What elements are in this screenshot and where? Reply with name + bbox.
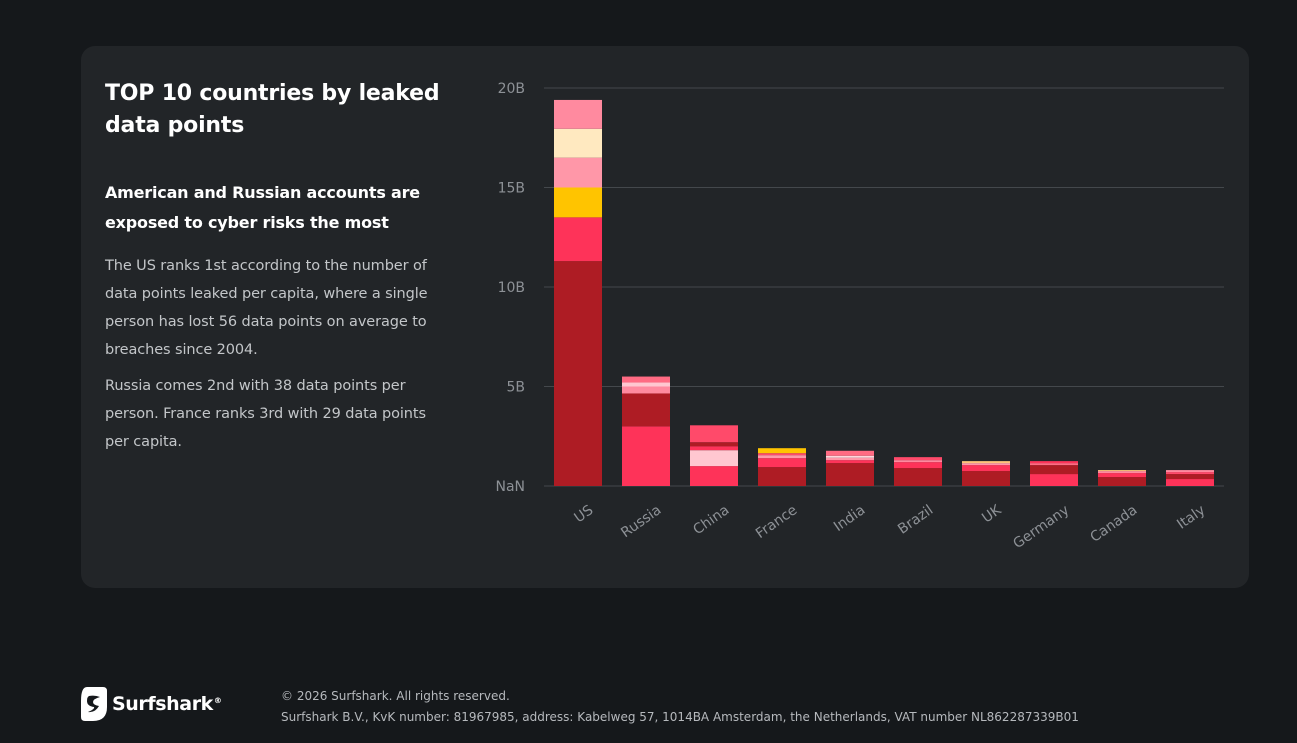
company-info-text: Surfshark B.V., KvK number: 81967985, ad…: [281, 710, 1079, 724]
x-tick-label-china: China: [690, 502, 732, 538]
bar-canada[interactable]: [1098, 470, 1146, 486]
bar-segment-uk-0[interactable]: [962, 471, 1010, 486]
bar-segment-france-4[interactable]: [758, 448, 806, 454]
bar-segment-uk-3[interactable]: [962, 461, 1010, 464]
y-tick-label-0: NaN: [495, 479, 525, 495]
chart-text-column: TOP 10 countries by leaked data points A…: [105, 78, 450, 456]
bar-segment-us-1[interactable]: [554, 217, 602, 262]
bar-segment-brazil-0[interactable]: [894, 468, 942, 486]
bar-segment-india-2[interactable]: [826, 457, 874, 461]
bar-segment-uk-1[interactable]: [962, 465, 1010, 472]
bar-china[interactable]: [690, 425, 738, 486]
bar-segment-russia-3[interactable]: [622, 382, 670, 387]
bar-segment-us-3[interactable]: [554, 157, 602, 188]
bar-segment-brazil-3[interactable]: [894, 457, 942, 461]
bar-us[interactable]: [554, 99, 602, 486]
bar-segment-russia-1[interactable]: [622, 393, 670, 427]
bar-segment-germany-2[interactable]: [1030, 463, 1078, 466]
bar-segment-canada-3[interactable]: [1098, 470, 1146, 472]
bar-segment-canada-0[interactable]: [1098, 477, 1146, 486]
bar-segment-canada-1[interactable]: [1098, 473, 1146, 478]
description-paragraph-1: The US ranks 1st according to the number…: [105, 258, 428, 358]
bar-russia[interactable]: [622, 376, 670, 486]
bar-segment-italy-2[interactable]: [1166, 472, 1214, 475]
bar-segment-brazil-1[interactable]: [894, 462, 942, 469]
x-tick-label-germany: Germany: [1010, 502, 1072, 552]
bar-segment-france-3[interactable]: [758, 453, 806, 456]
bar-segment-canada-2[interactable]: [1098, 471, 1146, 474]
surfshark-logo[interactable]: Surfshark®: [81, 687, 222, 721]
bar-segment-germany-0[interactable]: [1030, 474, 1078, 486]
bar-segment-india-4[interactable]: [826, 450, 874, 456]
x-tick-label-uk: UK: [979, 502, 1005, 527]
bar-segment-russia-4[interactable]: [622, 376, 670, 383]
y-tick-label-4: 20B: [498, 81, 525, 97]
x-tick-label-brazil: Brazil: [895, 502, 936, 538]
registered-mark: ®: [213, 695, 222, 705]
bar-segment-china-3[interactable]: [690, 442, 738, 447]
bar-segment-russia-0[interactable]: [622, 426, 670, 486]
bar-segment-uk-2[interactable]: [962, 463, 1010, 466]
bar-brazil[interactable]: [894, 457, 942, 486]
copyright-text: © 2026 Surfshark. All rights reserved.: [281, 689, 510, 703]
bar-segment-us-5[interactable]: [554, 99, 602, 129]
chart-card: TOP 10 countries by leaked data points A…: [81, 46, 1249, 588]
bar-segment-china-2[interactable]: [690, 446, 738, 451]
chart-subtitle: American and Russian accounts are expose…: [105, 183, 420, 232]
bar-segment-china-1[interactable]: [690, 450, 738, 467]
surfshark-shark-icon: [81, 687, 107, 721]
x-tick-label-france: France: [753, 502, 800, 542]
bar-india[interactable]: [826, 450, 874, 486]
bar-segment-italy-0[interactable]: [1166, 479, 1214, 486]
bar-segment-china-4[interactable]: [690, 425, 738, 443]
y-tick-label-3: 15B: [498, 181, 525, 197]
brand-name: Surfshark®: [112, 693, 222, 715]
description-paragraph-2: Russia comes 2nd with 38 data points per…: [105, 378, 426, 450]
footer-legal: © 2026 Surfshark. All rights reserved. S…: [281, 686, 1079, 728]
bar-segment-russia-2[interactable]: [622, 386, 670, 394]
bar-segment-germany-1[interactable]: [1030, 465, 1078, 475]
bar-segment-india-0[interactable]: [826, 463, 874, 486]
x-tick-label-us: US: [571, 502, 596, 526]
x-tick-label-italy: Italy: [1174, 502, 1208, 533]
bar-segment-china-0[interactable]: [690, 466, 738, 486]
x-tick-label-india: India: [831, 502, 868, 535]
bar-germany[interactable]: [1030, 461, 1078, 486]
bar-segment-us-2[interactable]: [554, 187, 602, 218]
bar-france[interactable]: [758, 448, 806, 486]
chart-title: TOP 10 countries by leaked data points: [105, 81, 440, 138]
bar-segment-france-0[interactable]: [758, 467, 806, 486]
y-tick-label-2: 10B: [498, 280, 525, 296]
bar-segment-brazil-2[interactable]: [894, 460, 942, 463]
bar-italy[interactable]: [1166, 470, 1214, 486]
bar-uk[interactable]: [962, 461, 1010, 486]
bar-segment-us-4[interactable]: [554, 128, 602, 158]
x-tick-label-canada: Canada: [1087, 502, 1140, 546]
bar-segment-italy-1[interactable]: [1166, 474, 1214, 480]
bar-segment-france-2[interactable]: [758, 455, 806, 459]
bar-segment-italy-3[interactable]: [1166, 470, 1214, 473]
bar-segment-france-1[interactable]: [758, 458, 806, 468]
bar-segment-india-1[interactable]: [826, 460, 874, 464]
bar-segment-germany-3[interactable]: [1030, 461, 1078, 464]
y-tick-label-1: 5B: [506, 380, 525, 396]
bar-segment-india-3[interactable]: [826, 455, 874, 458]
bar-segment-us-0[interactable]: [554, 261, 602, 486]
x-tick-label-russia: Russia: [618, 502, 664, 541]
